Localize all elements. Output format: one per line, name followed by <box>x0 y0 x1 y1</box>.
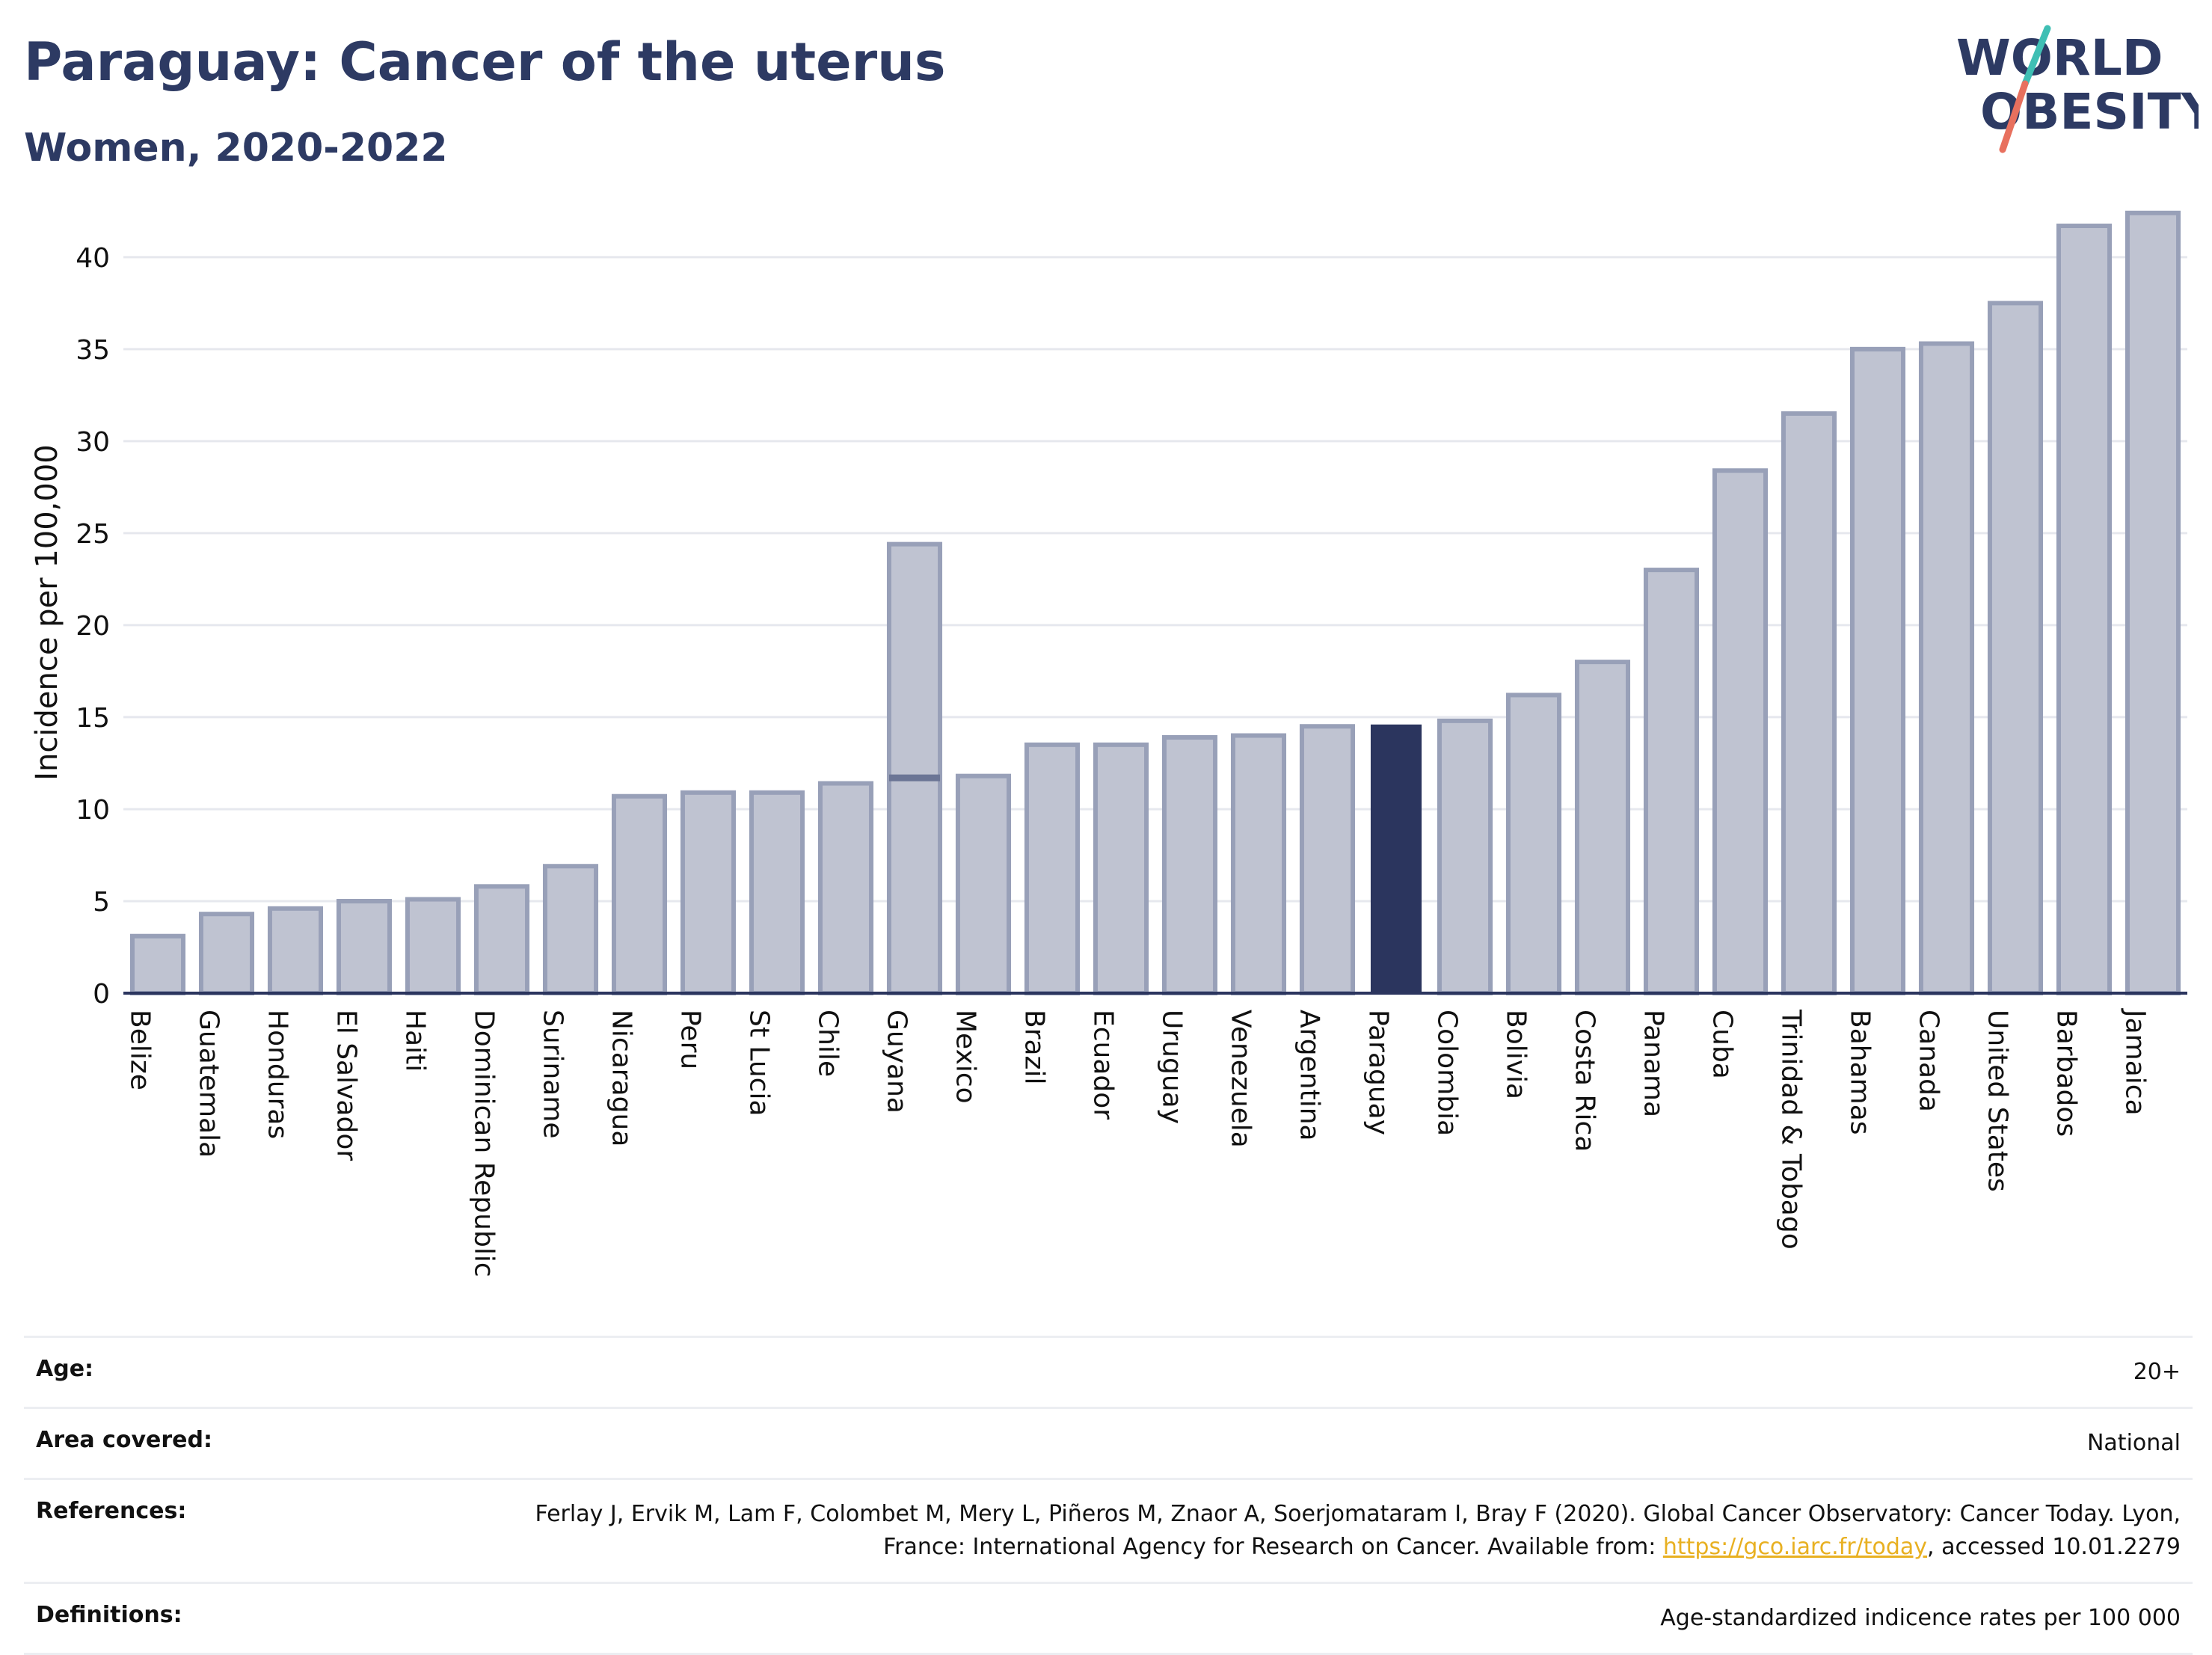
y-tick-label: 5 <box>93 887 110 918</box>
bar-costa-rica <box>1574 660 1631 995</box>
x-tick-label: Bolivia <box>1500 1010 1531 1099</box>
bar-honduras <box>267 906 324 995</box>
world-obesity-logo: WORLD OBESITY <box>1956 25 2199 153</box>
x-tick-label: El Salvador <box>331 1010 361 1161</box>
reference-accessed: , accessed 10.01.2279 <box>1927 1534 2181 1560</box>
x-tick-label: Guatemala <box>193 1010 224 1158</box>
bar-argentina <box>1299 724 1356 995</box>
x-tick-label: Dominican Republic <box>468 1010 499 1277</box>
meta-row-definitions: Definitions: Age-standardized indicence … <box>24 1582 2193 1655</box>
bar-mexico <box>955 773 1012 996</box>
x-tick-label: Barbados <box>2050 1010 2081 1137</box>
bar-barbados <box>2056 223 2113 995</box>
x-tick-label: Nicaragua <box>606 1010 636 1146</box>
meta-label: Age: <box>36 1356 94 1382</box>
y-tick-label: 35 <box>76 335 110 366</box>
y-tick-label: 30 <box>76 427 110 458</box>
bar-st-lucia <box>749 790 805 996</box>
meta-row-references: References: Ferlay J, Ervik M, Lam F, Co… <box>24 1478 2193 1582</box>
bar-el-salvador <box>336 898 393 995</box>
meta-row-area: Area covered: National <box>24 1407 2193 1478</box>
meta-value: 20+ <box>2133 1359 2181 1385</box>
bar-chart: 0 5 10 15 20 25 30 35 40 Belize Guatemala Honduras… <box>30 210 2187 1277</box>
meta-value: National <box>2086 1430 2181 1456</box>
x-tick-label: Venezuela <box>1225 1010 1256 1148</box>
bar-panama <box>1643 568 1700 995</box>
x-tick-label: Cuba <box>1706 1010 1737 1079</box>
y-tick-label: 0 <box>93 979 110 1010</box>
x-tick-label: Honduras <box>262 1010 292 1139</box>
x-tick-label: Brazil <box>1019 1010 1049 1084</box>
bar-paraguay <box>1370 724 1422 993</box>
meta-row-age: Age: 20+ <box>24 1336 2193 1407</box>
y-axis-label: Incidence per 100,000 <box>30 444 64 781</box>
x-tick-label: Canada <box>1913 1010 1944 1112</box>
x-tick-label: Panama <box>1638 1010 1668 1117</box>
x-tick-label: Costa Rica <box>1569 1010 1600 1152</box>
bar-belize <box>129 933 186 996</box>
bar-bolivia <box>1505 693 1562 995</box>
meta-label: Definitions: <box>36 1602 182 1628</box>
y-tick-label: 20 <box>76 611 110 642</box>
bar-nicaragua <box>611 793 668 995</box>
x-tick-labels: Belize Guatemala Honduras El Salvador Haiti D… <box>124 1008 2150 1277</box>
meta-label: Area covered: <box>36 1427 212 1453</box>
x-tick-label: Peru <box>675 1010 705 1069</box>
bar-colombia <box>1437 718 1493 995</box>
bar-suriname <box>542 864 599 995</box>
metadata-table: Age: 20+ Area covered: National Referenc… <box>24 1336 2193 1655</box>
bar-dominican-republic <box>473 884 530 995</box>
reference-text: Ferlay J, Ervik M, Lam F, Colombet M, Me… <box>535 1501 2181 1560</box>
bar-guatemala <box>198 912 255 995</box>
bar-venezuela <box>1230 733 1287 996</box>
bar-cuba <box>1712 468 1769 995</box>
x-tick-label: Uruguay <box>1156 1010 1187 1124</box>
bar-united-states <box>1987 301 2044 996</box>
meta-value: Age-standardized indicence rates per 100… <box>1660 1605 2181 1631</box>
x-tick-label: Chile <box>812 1010 843 1077</box>
chart-title: Paraguay: Cancer of the uterus <box>24 31 946 93</box>
bar-brazil <box>1024 742 1081 995</box>
bar-guyana <box>886 541 943 995</box>
y-tick-label: 25 <box>76 519 110 550</box>
logo-slash-teal <box>2021 25 2051 87</box>
x-tick-label: Mexico <box>950 1010 980 1104</box>
x-tick-label: St Lucia <box>743 1010 774 1117</box>
y-tick-label: 40 <box>76 243 110 274</box>
bar-peru <box>680 790 737 996</box>
x-tick-label: Colombia <box>1431 1010 1462 1136</box>
meta-value: Ferlay J, Ervik M, Lam F, Colombet M, Me… <box>506 1498 2181 1564</box>
y-tick-labels: 0 5 10 15 20 25 30 35 40 <box>76 243 110 1010</box>
x-tick-label: Haiti <box>399 1010 430 1072</box>
x-tick-label: Suriname <box>537 1010 568 1139</box>
x-tick-label: United States <box>1982 1010 2012 1192</box>
bar-canada <box>1918 341 1975 995</box>
x-tick-label: Paraguay <box>1362 1010 1393 1135</box>
grid-lines <box>123 256 2187 903</box>
x-tick-label: Argentina <box>1294 1010 1324 1141</box>
y-tick-label: 15 <box>76 703 110 734</box>
bar-haiti <box>405 897 461 995</box>
meta-label: References: <box>36 1498 187 1524</box>
x-tick-label: Trinidad & Tobago <box>1775 1009 1806 1250</box>
reference-link[interactable]: https://gco.iarc.fr/today <box>1662 1534 1928 1560</box>
y-tick-label: 10 <box>76 795 110 826</box>
bar-jamaica <box>2125 210 2181 995</box>
x-tick-label: Guyana <box>881 1010 912 1114</box>
x-tick-label: Ecuador <box>1087 1010 1118 1120</box>
x-tick-label: Bahamas <box>1844 1010 1875 1135</box>
bar-ecuador <box>1093 742 1149 995</box>
bar-bahamas <box>1849 346 1906 995</box>
logo-word-1: WORLD <box>1956 29 2163 87</box>
bar-uruguay <box>1161 734 1218 995</box>
bar-trinidad-tobago <box>1781 411 1837 995</box>
logo-slash-coral <box>1999 80 2029 153</box>
bars <box>129 210 2181 996</box>
x-tick-label: Belize <box>124 1010 155 1090</box>
x-tick-label: Jamaica <box>2119 1008 2150 1116</box>
chart-subtitle: Women, 2020-2022 <box>24 126 448 171</box>
bar-chile <box>817 781 874 995</box>
